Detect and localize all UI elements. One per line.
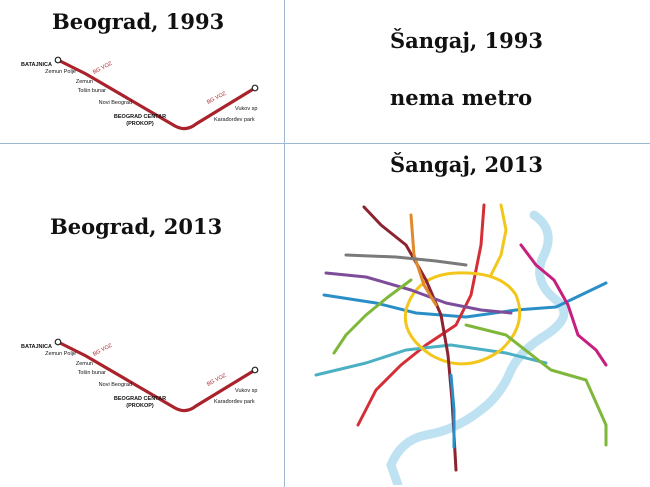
- no-metro-label: nema metro: [390, 85, 533, 110]
- huangpu-river: [386, 210, 569, 485]
- station-zemun: Zemun: [76, 79, 93, 85]
- metro-line-16: [449, 373, 456, 449]
- line-label: BG VOZ: [206, 90, 228, 105]
- station-prokop: (PROKOP): [126, 121, 154, 127]
- station-marker: [251, 366, 259, 374]
- station-vukov-spomenik: Vukov sp: [235, 388, 257, 394]
- station-karadjordjev-park: Karađorđev park: [214, 399, 255, 405]
- station-batajnica: BATAJNICA: [21, 344, 52, 350]
- metro-line-13: [344, 253, 468, 267]
- belgrade-1993-map: BATAJNICA Zemun Polje Zemun Tošin bunar …: [21, 56, 259, 131]
- metro-line-9: [314, 343, 548, 377]
- station-marker: [54, 338, 62, 346]
- station-marker: [251, 84, 259, 92]
- station-zemun: Zemun: [76, 361, 93, 367]
- station-novi-beograd: Novi Beograd: [99, 382, 132, 388]
- station-tosin-bunar: Tošin bunar: [78, 370, 107, 376]
- bg-voz-line: [56, 58, 257, 131]
- metro-line-2: [322, 281, 608, 319]
- station-tosin-bunar: Tošin bunar: [78, 88, 107, 94]
- line-label: BG VOZ: [92, 60, 114, 75]
- line-label: BG VOZ: [92, 342, 114, 357]
- station-marker: [54, 56, 62, 64]
- station-batajnica: BATAJNICA: [21, 62, 52, 68]
- bg-voz-line: [56, 340, 257, 413]
- title-beograd-1993: Beograd, 1993: [52, 9, 225, 34]
- metro-line-7: [332, 278, 413, 355]
- station-vukov-spomenik: Vukov sp: [235, 106, 257, 112]
- shanghai-2013-metro-map: [314, 203, 608, 485]
- metro-line-10: [324, 271, 513, 315]
- station-zemun-polje: Zemun Polje: [45, 69, 76, 75]
- title-beograd-2013: Beograd, 2013: [50, 214, 223, 239]
- belgrade-2013-map: BATAJNICA Zemun Polje Zemun Tošin bunar …: [21, 338, 259, 413]
- line-label: BG VOZ: [206, 372, 228, 387]
- station-beograd-centar: BEOGRAD CENTAR: [114, 396, 166, 402]
- metro-line-12: [464, 323, 608, 447]
- station-novi-beograd: Novi Beograd: [99, 100, 132, 106]
- station-beograd-centar: BEOGRAD CENTAR: [114, 114, 166, 120]
- station-zemun-polje: Zemun Polje: [45, 351, 76, 357]
- station-prokop: (PROKOP): [126, 403, 154, 409]
- title-sangaj-1993: Šangaj, 1993: [390, 28, 543, 53]
- station-karadjordjev-park: Karađorđev park: [214, 117, 255, 123]
- metro-line-6: [519, 243, 608, 367]
- metro-line-11: [409, 213, 438, 307]
- vertical-divider: [284, 0, 285, 487]
- metro-line-1: [356, 203, 486, 427]
- metro-line-5: [489, 203, 508, 277]
- metro-line-3-4-loop: [403, 271, 522, 366]
- title-sangaj-2013: Šangaj, 2013: [390, 152, 543, 177]
- horizontal-divider: [0, 143, 650, 144]
